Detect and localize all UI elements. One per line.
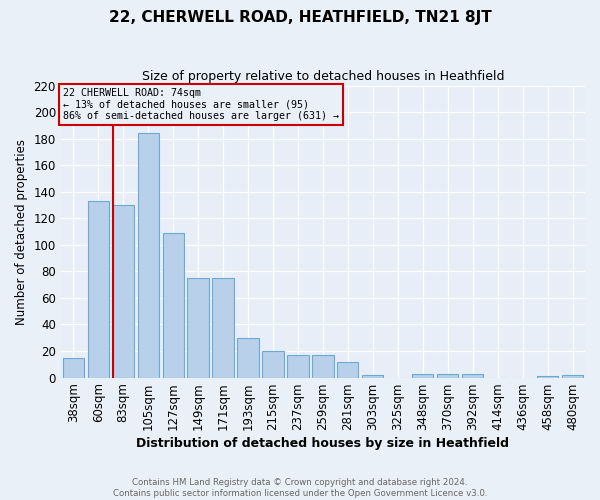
X-axis label: Distribution of detached houses by size in Heathfield: Distribution of detached houses by size …: [136, 437, 509, 450]
Text: 22, CHERWELL ROAD, HEATHFIELD, TN21 8JT: 22, CHERWELL ROAD, HEATHFIELD, TN21 8JT: [109, 10, 491, 25]
Y-axis label: Number of detached properties: Number of detached properties: [15, 138, 28, 324]
Title: Size of property relative to detached houses in Heathfield: Size of property relative to detached ho…: [142, 70, 504, 83]
Text: Contains HM Land Registry data © Crown copyright and database right 2024.
Contai: Contains HM Land Registry data © Crown c…: [113, 478, 487, 498]
Bar: [312, 355, 334, 378]
Bar: [562, 375, 583, 378]
Bar: [262, 351, 284, 378]
Bar: [163, 233, 184, 378]
Bar: [337, 362, 358, 378]
Bar: [137, 134, 159, 378]
Text: 22 CHERWELL ROAD: 74sqm
← 13% of detached houses are smaller (95)
86% of semi-de: 22 CHERWELL ROAD: 74sqm ← 13% of detache…: [63, 88, 339, 122]
Bar: [62, 358, 84, 378]
Bar: [212, 278, 233, 378]
Bar: [238, 338, 259, 378]
Bar: [187, 278, 209, 378]
Bar: [113, 205, 134, 378]
Bar: [437, 374, 458, 378]
Bar: [287, 355, 308, 378]
Bar: [537, 376, 558, 378]
Bar: [462, 374, 483, 378]
Bar: [362, 375, 383, 378]
Bar: [88, 201, 109, 378]
Bar: [412, 374, 433, 378]
